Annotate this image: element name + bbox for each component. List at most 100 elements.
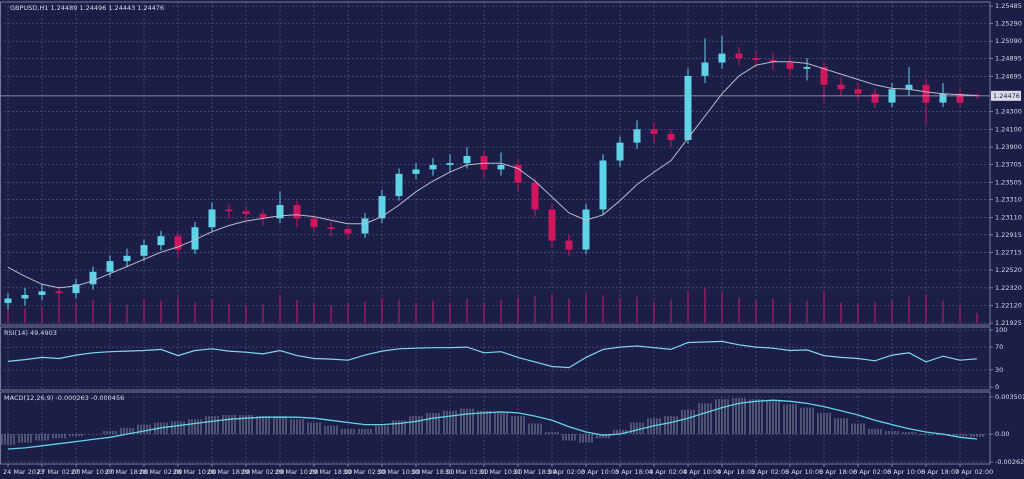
x-tick-label: 27 Mar 18:00 [105, 468, 148, 476]
x-tick-label: 31 Mar 18:00 [513, 468, 556, 476]
candle-body [89, 271, 97, 285]
x-tick-label: 3 Apr 02:00 [547, 468, 585, 476]
candle-body [157, 236, 165, 246]
x-tick-label: 3 Apr 18:00 [615, 468, 653, 476]
candle-body [4, 298, 12, 303]
x-tick-label: 28 Mar 10:00 [173, 468, 216, 476]
price-label-box [991, 90, 1021, 101]
candle-body [582, 209, 590, 250]
candle-body [293, 205, 301, 219]
signal-line [7, 399, 978, 450]
candle-body [72, 284, 80, 294]
candle-body [123, 255, 131, 262]
candle-body [922, 84, 930, 103]
x-tick-label: 6 Apr 02:00 [853, 468, 891, 476]
candle-body [463, 156, 471, 164]
panel-title: MACD(12,26,9) -0.000263 -0.000456 [4, 394, 124, 402]
candle-body [854, 89, 862, 94]
candle-body [565, 240, 573, 250]
candle-body [514, 164, 522, 183]
candle-body [225, 209, 233, 212]
candle-body [837, 84, 845, 90]
candle-body [531, 182, 539, 210]
panel-title: RSI(14) 49.4903 [4, 329, 57, 337]
candle-body [684, 75, 692, 141]
x-tick-label: 4 Apr 02:00 [649, 468, 687, 476]
y-tick-label: 1.23110 [995, 213, 1022, 221]
candle-body [344, 229, 352, 234]
x-tick-label: 6 Apr 10:00 [887, 468, 925, 476]
candle-body [276, 205, 284, 219]
candle-body [905, 84, 913, 90]
x-tick-label: 29 Mar 18:00 [309, 468, 352, 476]
x-tick-label: 5 Apr 18:00 [819, 468, 857, 476]
price-label: 1.24476 [993, 92, 1020, 100]
y-tick-label: 1.22715 [995, 249, 1022, 257]
candle-body [956, 93, 964, 103]
y-tick-label: 1.23705 [995, 161, 1022, 169]
candle-body [650, 129, 658, 134]
candle-body [616, 142, 624, 161]
candle-body [140, 245, 148, 256]
candle-body [106, 261, 114, 272]
x-tick-label: 4 Apr 10:00 [683, 468, 721, 476]
candle-body [259, 213, 267, 219]
x-tick-label: 31 Mar 10:00 [479, 468, 522, 476]
x-tick-label: 5 Apr 10:00 [785, 468, 823, 476]
candle-body [939, 93, 947, 103]
y-tick-label: 1.24695 [995, 72, 1022, 80]
y-tick-label: 1.22120 [995, 302, 1022, 310]
y-tick-label: 1.25290 [995, 19, 1022, 27]
panel-title: GBPUSD,H1 1.24489 1.24496 1.24443 1.2447… [10, 4, 164, 12]
y-tick-label: 30 [995, 366, 1003, 374]
y-tick-label: 100 [995, 326, 1007, 334]
candle-body [820, 66, 828, 85]
x-tick-label: 29 Mar 02:00 [241, 468, 284, 476]
moving-average [7, 61, 978, 289]
panel-frame [0, 326, 991, 391]
candle-body [55, 291, 63, 294]
x-tick-label: 24 Mar 2023 [3, 468, 44, 476]
x-tick-label: 29 Mar 10:00 [275, 468, 318, 476]
y-tick-label: 1.22320 [995, 284, 1022, 292]
candle-body [191, 227, 199, 250]
x-tick-label: 7 Apr 02:00 [955, 468, 993, 476]
y-tick-label: 1.24895 [995, 55, 1022, 63]
candle-body [803, 66, 811, 69]
x-tick-label: 6 Apr 18:00 [921, 468, 959, 476]
x-tick-label: 5 Apr 02:00 [751, 468, 789, 476]
candle-body [242, 211, 250, 214]
y-tick-label: 1.23900 [995, 143, 1022, 151]
y-tick-label: 1.22520 [995, 266, 1022, 274]
candle-body [599, 160, 607, 210]
x-tick-label: 3 Apr 10:00 [581, 468, 619, 476]
y-tick-label: 70 [995, 343, 1003, 351]
candle-body [310, 218, 318, 228]
candle-body [395, 173, 403, 197]
candle-body [633, 129, 641, 143]
rsi-line [7, 340, 978, 369]
candle-body [208, 209, 216, 228]
candle-body [786, 62, 794, 69]
candle-body [21, 294, 29, 299]
x-tick-label: 28 Mar 02:00 [139, 468, 182, 476]
candle-body [327, 227, 335, 230]
y-tick-label: 1.21925 [995, 319, 1022, 327]
candle-body [429, 164, 437, 170]
candle-body [361, 218, 369, 234]
y-tick-label: 1.25090 [995, 37, 1022, 45]
y-tick-label: 0.003501 [995, 393, 1024, 401]
y-tick-label: 0.00 [995, 430, 1009, 438]
candle-body [497, 164, 505, 170]
candle-body [446, 163, 454, 165]
candle-body [752, 58, 760, 60]
candle-body [871, 93, 879, 103]
candle-body [174, 236, 182, 250]
y-tick-label: 1.23505 [995, 178, 1022, 186]
candle-body [548, 209, 556, 241]
candle-body [412, 169, 420, 174]
panel-frame [0, 1, 991, 326]
x-tick-label: 30 Mar 10:00 [377, 468, 420, 476]
